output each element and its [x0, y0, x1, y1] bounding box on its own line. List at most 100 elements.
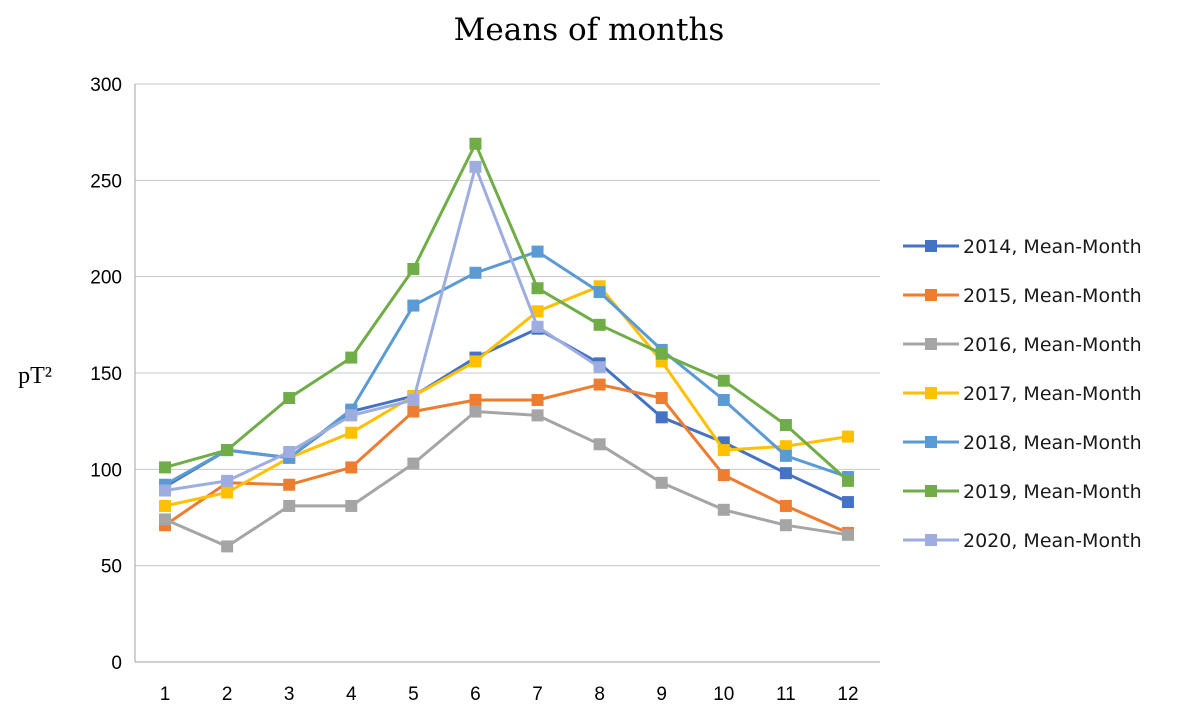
data-point	[159, 499, 172, 512]
data-point	[779, 499, 792, 512]
data-point	[221, 474, 234, 487]
data-point	[345, 409, 358, 422]
chart-title: Means of months	[454, 12, 725, 48]
data-point	[531, 320, 544, 333]
legend-marker	[925, 534, 937, 546]
data-point	[159, 513, 172, 526]
series-line	[164, 410, 849, 548]
data-point	[469, 160, 482, 173]
data-point	[841, 528, 854, 541]
data-point	[531, 409, 544, 422]
data-point	[841, 430, 854, 443]
data-point	[469, 405, 482, 418]
legend-marker	[925, 387, 937, 399]
data-point	[655, 476, 668, 489]
data-point	[531, 245, 544, 258]
legend-label: 2017, Mean-Month	[963, 383, 1142, 405]
legend-marker	[925, 338, 937, 350]
data-point	[717, 469, 730, 482]
y-tick-label: 250	[90, 171, 122, 192]
legend-item: 2014, Mean-Month	[903, 236, 1142, 258]
legend-label: 2016, Mean-Month	[963, 334, 1142, 356]
legend-label: 2020, Mean-Month	[963, 530, 1142, 552]
series-line	[164, 165, 601, 492]
series-2020	[159, 160, 606, 497]
legend-item: 2017, Mean-Month	[903, 383, 1142, 405]
data-point	[717, 444, 730, 457]
data-point	[159, 461, 172, 474]
y-tick-labels: 0 50 100 150 200 250 300	[90, 75, 122, 674]
data-point	[779, 440, 792, 453]
data-point	[221, 444, 234, 457]
x-tick-label: 8	[594, 684, 605, 705]
series-2017	[159, 280, 854, 512]
legend-marker	[925, 289, 937, 301]
x-tick-label: 7	[532, 684, 543, 705]
data-point	[283, 392, 296, 405]
data-point	[531, 305, 544, 318]
data-point	[221, 540, 234, 553]
y-tick-label: 300	[90, 75, 122, 96]
series-2019	[159, 137, 854, 487]
data-point	[407, 457, 420, 470]
data-point	[779, 449, 792, 462]
data-point	[593, 361, 606, 374]
data-point	[593, 286, 606, 299]
data-point	[531, 282, 544, 295]
data-point	[407, 393, 420, 406]
legend-label: 2014, Mean-Month	[963, 236, 1142, 258]
data-point	[469, 266, 482, 279]
legend-item: 2019, Mean-Month	[903, 481, 1142, 503]
axes	[134, 84, 880, 663]
x-tick-label: 4	[346, 684, 357, 705]
data-point	[717, 393, 730, 406]
x-tick-label: 12	[837, 684, 858, 705]
data-point	[469, 393, 482, 406]
data-point	[283, 445, 296, 458]
x-tick-label: 10	[713, 684, 734, 705]
y-tick-label: 200	[90, 268, 122, 289]
y-tick-label: 100	[90, 460, 122, 481]
y-tick-label: 0	[111, 653, 122, 674]
data-point	[841, 496, 854, 509]
series-line	[164, 142, 850, 483]
x-tick-label: 6	[470, 684, 481, 705]
data-point	[779, 467, 792, 480]
legend-label: 2019, Mean-Month	[963, 481, 1142, 503]
data-point	[593, 378, 606, 391]
data-point	[407, 262, 420, 275]
data-point	[407, 299, 420, 312]
legend-item: 2016, Mean-Month	[903, 334, 1142, 356]
x-tick-label: 5	[408, 684, 419, 705]
data-point	[593, 438, 606, 451]
x-tick-label: 11	[776, 684, 796, 705]
x-tick-labels: 1 2 3 4 5 6 7 8 9 10 11 12	[160, 684, 859, 705]
data-point	[655, 392, 668, 405]
series-lines	[159, 137, 854, 553]
data-point	[345, 461, 358, 474]
data-point	[655, 347, 668, 360]
data-point	[531, 393, 544, 406]
x-tick-label: 1	[160, 684, 171, 705]
legend-item: 2015, Mean-Month	[903, 285, 1142, 307]
data-point	[717, 503, 730, 516]
data-point	[779, 419, 792, 432]
data-point	[841, 474, 854, 487]
y-tick-label: 150	[90, 364, 122, 385]
data-point	[469, 355, 482, 368]
data-point	[779, 519, 792, 532]
series-2014	[159, 322, 854, 509]
series-line	[164, 383, 849, 535]
data-point	[345, 499, 358, 512]
x-tick-label: 2	[222, 684, 233, 705]
data-point	[593, 318, 606, 331]
data-point	[221, 486, 234, 499]
data-point	[717, 374, 730, 387]
legend-label: 2015, Mean-Month	[963, 285, 1142, 307]
y-axis-label: pT²	[18, 363, 52, 389]
data-point	[283, 499, 296, 512]
gridlines	[135, 83, 880, 567]
legend-marker	[925, 485, 937, 497]
data-point	[345, 351, 358, 364]
x-tick-label: 3	[284, 684, 295, 705]
